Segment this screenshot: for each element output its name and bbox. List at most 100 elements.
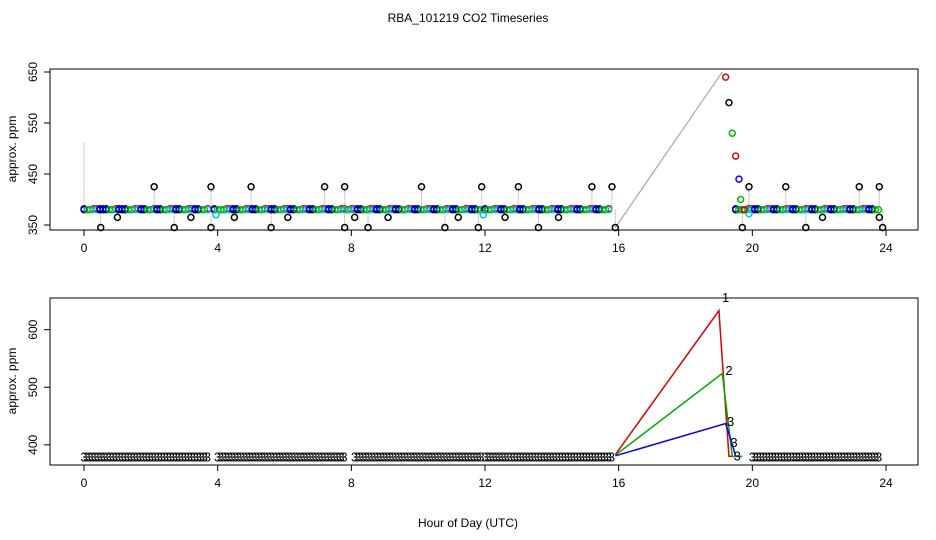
dip-point <box>267 223 275 232</box>
baseline-marker: 3 <box>590 449 597 464</box>
baseline-marker: 3 <box>129 449 136 464</box>
baseline-marker: 3 <box>444 449 451 464</box>
baseline-marker: 3 <box>517 449 524 464</box>
excursion-point <box>721 73 730 81</box>
baseline-marker: 3 <box>331 449 338 464</box>
y-tick-label: 550 <box>26 113 40 133</box>
baseline-marker: 3 <box>845 449 852 464</box>
baseline-marker: 3 <box>313 449 320 464</box>
baseline-marker: 3 <box>277 449 284 464</box>
excursion-point <box>731 152 740 160</box>
baseline-marker: 3 <box>223 449 230 464</box>
panel-top: approx. ppm 0 4 8 12 16 20 24 350 450 550 650 <box>5 62 919 255</box>
x-tick-label: 24 <box>879 241 893 255</box>
dip-point <box>207 223 215 232</box>
baseline-marker: 3 <box>122 449 129 464</box>
baseline-marker: 3 <box>785 449 792 464</box>
baseline-marker: 3 <box>539 449 546 464</box>
baseline-marker: 3 <box>863 449 870 464</box>
baseline-marker: 3 <box>322 449 329 464</box>
baseline-point <box>474 205 482 214</box>
baseline-marker: 3 <box>749 449 756 464</box>
baseline-marker: 3 <box>298 449 305 464</box>
plot-frame-top <box>49 68 919 231</box>
baseline-marker: 3 <box>794 449 801 464</box>
baseline-marker: 3 <box>572 449 579 464</box>
baseline-marker: 3 <box>113 449 120 464</box>
x-tick-label: 20 <box>746 476 760 490</box>
baseline-marker: 3 <box>357 449 364 464</box>
series-line-3 <box>615 422 737 457</box>
baseline-marker: 3 <box>791 449 798 464</box>
baseline-marker: 3 <box>241 449 248 464</box>
baseline-marker: 3 <box>773 449 780 464</box>
baseline-marker: 3 <box>265 449 272 464</box>
series-label: 3 <box>734 448 741 463</box>
baseline-marker: 3 <box>857 449 864 464</box>
baseline-marker: 3 <box>408 449 415 464</box>
baseline-marker: 3 <box>165 449 172 464</box>
baseline-marker: 3 <box>818 449 825 464</box>
baseline-marker: 3 <box>842 449 849 464</box>
baseline-marker: 3 <box>387 449 394 464</box>
baseline-marker: 3 <box>384 449 391 464</box>
baseline-marker: 3 <box>110 449 117 464</box>
spike-point <box>855 183 864 191</box>
baseline-marker: 3 <box>860 449 867 464</box>
x-tick-label: 16 <box>612 241 626 255</box>
dip-point <box>534 223 543 232</box>
baseline-marker: 3 <box>183 449 190 464</box>
bottom-axes: 0 4 8 12 16 20 24 400 500 600 <box>26 319 893 490</box>
baseline-marker: 3 <box>250 449 257 464</box>
baseline-marker: 3 <box>119 449 126 464</box>
series-label: 1 <box>722 290 729 305</box>
series-label: 2 <box>725 363 732 378</box>
x-tick-label: 12 <box>478 241 492 255</box>
series-line-2 <box>614 372 743 458</box>
mid-point <box>875 213 884 222</box>
baseline-marker: 3 <box>429 449 436 464</box>
baseline-marker: 3 <box>86 449 93 464</box>
baseline-marker: 3 <box>426 449 433 464</box>
baseline-marker: 3 <box>462 449 469 464</box>
baseline-marker: 3 <box>80 449 87 464</box>
baseline-marker: 3 <box>423 449 430 464</box>
excursion-point <box>728 129 737 137</box>
baseline-marker: 3 <box>596 449 603 464</box>
baseline-marker: 3 <box>764 449 771 464</box>
baseline-marker: 3 <box>195 449 202 464</box>
baseline-marker: 3 <box>262 449 269 464</box>
baseline-marker: 3 <box>854 449 861 464</box>
baseline-marker: 3 <box>214 449 221 464</box>
baseline-marker: 3 <box>806 449 813 464</box>
baseline-marker: 3 <box>514 449 521 464</box>
baseline-marker: 3 <box>496 449 503 464</box>
baseline-marker: 3 <box>174 449 181 464</box>
baseline-marker: 3 <box>98 449 105 464</box>
baseline-marker: 3 <box>101 449 108 464</box>
baseline-marker: 3 <box>438 449 445 464</box>
baseline-marker: 3 <box>508 449 515 464</box>
baseline-marker: 3 <box>761 449 768 464</box>
baseline-marker: 3 <box>141 449 148 464</box>
baseline-marker: 3 <box>499 449 506 464</box>
baseline-marker: 3 <box>393 449 400 464</box>
baseline-marker: 3 <box>581 449 588 464</box>
x-axis-label: Hour of Day (UTC) <box>418 516 518 530</box>
baseline-marker: 3 <box>776 449 783 464</box>
baseline-marker: 3 <box>232 449 239 464</box>
baseline-marker: 3 <box>301 449 308 464</box>
baseline-marker: 3 <box>235 449 242 464</box>
baseline-marker: 3 <box>797 449 804 464</box>
baseline-marker: 3 <box>608 449 615 464</box>
baseline-marker: 3 <box>605 449 612 464</box>
baseline-marker: 3 <box>328 449 335 464</box>
baseline-marker: 3 <box>435 449 442 464</box>
baseline-marker: 3 <box>569 449 576 464</box>
baseline-marker: 3 <box>375 449 382 464</box>
baseline-marker: 3 <box>584 449 591 464</box>
baseline-marker: 3 <box>821 449 828 464</box>
plot-frame-bottom <box>49 297 919 466</box>
mid-point <box>454 213 463 222</box>
